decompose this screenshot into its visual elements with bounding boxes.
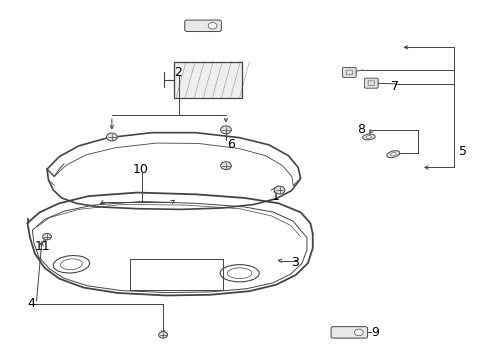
Text: 8: 8 — [356, 123, 364, 136]
Circle shape — [354, 329, 363, 336]
Circle shape — [158, 332, 167, 338]
Text: 4: 4 — [27, 297, 35, 310]
Text: 6: 6 — [227, 138, 235, 150]
Circle shape — [208, 23, 217, 29]
Text: 5: 5 — [458, 145, 466, 158]
Circle shape — [274, 186, 285, 194]
FancyBboxPatch shape — [330, 327, 367, 338]
Ellipse shape — [386, 151, 399, 158]
Text: 7: 7 — [390, 80, 398, 93]
FancyBboxPatch shape — [184, 20, 221, 32]
Circle shape — [42, 233, 51, 240]
Text: 1: 1 — [271, 190, 279, 203]
Ellipse shape — [362, 134, 374, 140]
Text: 11: 11 — [35, 240, 50, 253]
FancyBboxPatch shape — [342, 67, 355, 77]
Circle shape — [220, 162, 231, 170]
Ellipse shape — [389, 153, 395, 156]
Text: 3: 3 — [290, 256, 298, 269]
Circle shape — [220, 126, 231, 134]
Text: 2: 2 — [173, 66, 182, 79]
Bar — [173, 62, 242, 98]
Circle shape — [106, 133, 117, 141]
Ellipse shape — [365, 136, 371, 138]
Text: 9: 9 — [370, 326, 378, 339]
Text: 10: 10 — [132, 163, 148, 176]
FancyBboxPatch shape — [364, 78, 377, 88]
